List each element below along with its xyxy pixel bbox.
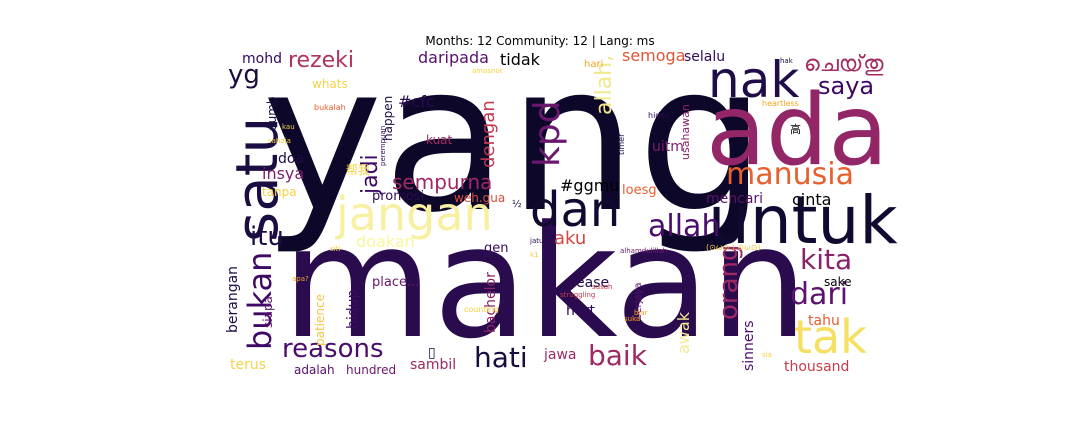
- word-cloud-word: counting: [464, 305, 499, 314]
- word-cloud-word: loesg: [622, 183, 657, 198]
- word-cloud-word: itu: [250, 222, 284, 252]
- word-cloud-word: k1: [530, 251, 539, 259]
- word-cloud-word: #ggmu: [560, 176, 620, 195]
- word-cloud-word: susah: [592, 283, 613, 291]
- word-cloud-word: berangan: [225, 266, 241, 334]
- word-cloud-word: manusia: [726, 157, 854, 192]
- word-cloud-word: alhamdulillah: [620, 247, 668, 255]
- word-cloud-word: semoga: [622, 46, 686, 65]
- word-cloud-word: sahaja: [268, 137, 291, 145]
- word-cloud-word: tidak: [500, 50, 540, 69]
- word-cloud-word: terus: [230, 357, 267, 373]
- word-cloud-word: usahawan: [679, 104, 692, 160]
- word-cloud-word: reasons: [282, 334, 384, 364]
- word-cloud-word: patience: [313, 294, 327, 346]
- word-cloud-word: untuk: [708, 182, 898, 259]
- word-cloud-word: siti: [330, 245, 341, 253]
- word-cloud-word: saya: [818, 72, 875, 100]
- word-cloud-word: hides: [648, 111, 670, 120]
- word-cloud-word: rezeki: [288, 48, 355, 73]
- word-cloud-word: sinners: [741, 320, 757, 371]
- word-cloud-word: #cfc: [398, 92, 435, 111]
- word-cloud-word: kau: [282, 123, 295, 131]
- word-cloud-word: bachelor: [483, 272, 499, 333]
- word-cloud-word: suka: [624, 315, 641, 323]
- word-cloud-word: mohd: [242, 51, 282, 67]
- word-cloud-word: daripada: [418, 48, 489, 67]
- word-cloud-word: ചെയ്‌തു: [804, 52, 884, 77]
- word-cloud-word: hak: [780, 57, 793, 65]
- word-cloud-word: doakan: [356, 232, 415, 251]
- word-cloud-word: tak: [794, 310, 867, 364]
- word-cloud-word: mencari: [706, 191, 764, 207]
- word-cloud-word: 帮我: [346, 163, 371, 177]
- word-cloud-word: jangan: [336, 187, 493, 241]
- word-cloud-word: bukalah: [314, 103, 346, 112]
- word-cloud-word: dengan: [478, 100, 499, 168]
- word-cloud-word: awak: [674, 312, 693, 354]
- word-cloud-word: biar: [634, 309, 648, 317]
- word-cloud-word: baik: [588, 339, 647, 372]
- word-cloud-word: aku: [554, 228, 587, 249]
- word-cloud-word: orang: [714, 244, 744, 320]
- word-cloud-word: sake: [824, 275, 852, 289]
- word-cloud-word: cinta: [792, 190, 832, 209]
- word-cloud-word: dan: [530, 182, 621, 238]
- word-cloud-word: insya: [262, 164, 305, 183]
- word-cloud-word: doa: [278, 151, 305, 167]
- word-cloud-word: uitm: [652, 139, 684, 155]
- word-cloud-word: sambil: [410, 357, 457, 373]
- word-cloud-word: ease: [576, 275, 610, 291]
- word-cloud-word: dari: [790, 277, 849, 312]
- word-cloud-word: hundred: [346, 363, 397, 377]
- word-cloud-word: nak: [708, 51, 800, 109]
- word-cloud-word: thousand: [784, 359, 850, 375]
- word-cloud-word: hurt: [566, 303, 595, 319]
- word-cloud-word: adalah: [294, 363, 335, 377]
- word-cloud-word: dumb: [265, 96, 279, 131]
- word-cloud-word: hati: [474, 341, 528, 374]
- word-cloud-word: makan: [282, 192, 809, 373]
- word-cloud-word: 高: [790, 123, 801, 136]
- word-cloud-word: yang: [262, 21, 767, 258]
- word-cloud-word: allah: [648, 209, 721, 244]
- word-cloud-word: sia: [762, 351, 772, 359]
- word-cloud-word: kpd: [527, 100, 568, 167]
- word-cloud-word: ▯: [428, 345, 436, 361]
- word-cloud-word: kuat: [426, 133, 453, 147]
- chart-title: Months: 12 Community: 12 | Lang: ms: [425, 34, 655, 48]
- word-cloud-word: heartless: [762, 99, 799, 108]
- word-cloud-word: hidup: [345, 290, 361, 330]
- word-cloud-word: amosnot: [472, 67, 503, 75]
- word-cloud-word: siapa: [261, 296, 275, 328]
- word-cloud-word: (⊙ω⊙ ) ⊙ω⊙): [706, 243, 761, 252]
- word-cloud-word: timer: [617, 134, 626, 156]
- word-cloud-word: tanpa: [262, 185, 297, 199]
- word-cloud-word: yg: [228, 60, 260, 90]
- word-cloud-word: perempuan: [379, 126, 387, 167]
- word-cloud-word: struggling: [560, 291, 596, 299]
- word-cloud-word: gen: [484, 241, 509, 256]
- word-cloud-word: jatuh: [530, 237, 548, 245]
- word-cloud-word: apa?: [292, 275, 309, 283]
- word-cloud-word: place...: [372, 275, 420, 290]
- word-cloud-word: kita: [800, 243, 853, 276]
- word-cloud-word: jawa: [544, 347, 577, 363]
- word-cloud-word: selalu: [684, 49, 726, 65]
- word-cloud-word: ada: [706, 74, 889, 188]
- word-cloud-word: tahu: [808, 313, 840, 329]
- word-cloud-word: whats: [312, 77, 348, 91]
- word-cloud-word: weh.gua: [454, 191, 506, 205]
- word-cloud-word: hari: [584, 59, 604, 70]
- word-cloud-word: sempurna: [392, 170, 493, 194]
- word-cloud-word: ½: [512, 199, 522, 210]
- word-cloud-word: promosi: [372, 189, 425, 204]
